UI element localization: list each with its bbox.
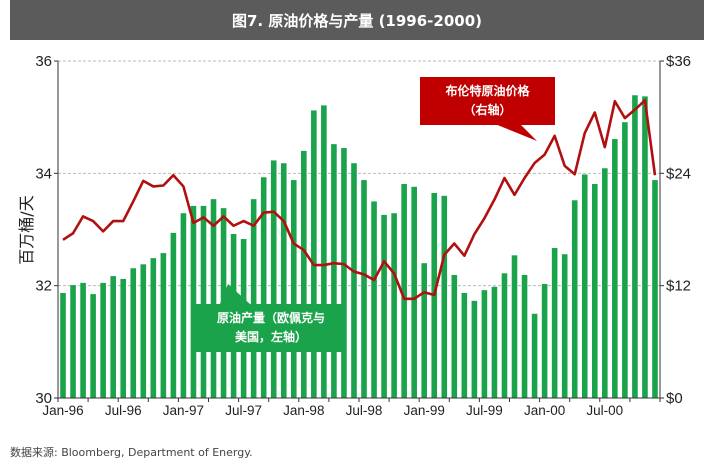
production-bar xyxy=(341,148,347,398)
x-tick-label: Jul-00 xyxy=(586,403,623,418)
production-bar xyxy=(581,174,588,398)
production-callout: 原油产量（欧佩克与 美国，左轴） xyxy=(196,304,346,352)
production-bar xyxy=(301,150,307,398)
production-bar xyxy=(381,214,387,398)
production-bar xyxy=(140,264,147,398)
production-bar xyxy=(632,95,638,399)
production-bar xyxy=(200,205,207,398)
production-bar xyxy=(160,253,167,398)
y2-tick-label: $24 xyxy=(666,165,691,182)
production-bar xyxy=(371,201,377,398)
production-bar xyxy=(351,163,357,398)
production-bar xyxy=(321,105,327,398)
production-bar xyxy=(612,139,618,399)
production-bar xyxy=(311,110,317,398)
production-bar xyxy=(441,195,448,398)
production-bar xyxy=(361,180,367,398)
x-tick-label: Jan-97 xyxy=(163,403,204,418)
production-bar xyxy=(110,276,116,398)
production-callout-pointer xyxy=(220,284,250,304)
x-tick-label: Jan-98 xyxy=(283,403,324,418)
x-tick-label: Jul-96 xyxy=(105,403,142,418)
production-bar xyxy=(451,274,458,398)
production-bar xyxy=(80,282,86,398)
production-bar xyxy=(170,232,177,398)
production-bar xyxy=(391,213,397,398)
y-axis-label: 百万桶/天 xyxy=(17,195,36,264)
production-bar xyxy=(652,180,658,398)
production-bar xyxy=(331,144,337,398)
production-bar xyxy=(290,180,297,398)
production-bar xyxy=(591,184,598,398)
production-bar xyxy=(551,248,558,398)
y-tick-label: 36 xyxy=(35,53,52,70)
production-bar xyxy=(70,285,76,398)
production-bar xyxy=(190,205,197,398)
production-bar xyxy=(471,300,478,398)
production-bar xyxy=(180,213,187,398)
production-bar xyxy=(541,283,548,398)
production-bar xyxy=(90,294,96,398)
production-bar xyxy=(642,96,648,398)
production-bar xyxy=(130,268,137,398)
chart-title: 图7. 原油价格与产量 (1996-2000) xyxy=(10,0,704,40)
y2-tick-label: $12 xyxy=(666,278,691,295)
price-line xyxy=(62,99,657,301)
price-callout: 布伦特原油价格 （右轴） xyxy=(420,77,555,125)
production-bar xyxy=(531,313,538,398)
production-bar xyxy=(401,184,407,398)
production-bar xyxy=(100,282,106,398)
production-bar xyxy=(280,163,287,398)
x-tick-label: Jan-96 xyxy=(42,403,83,418)
production-bar xyxy=(622,122,628,398)
price-callout-pointer xyxy=(495,124,537,141)
production-bar xyxy=(501,273,508,398)
price-callout-line1: 布伦特原油价格 xyxy=(445,84,530,98)
production-callout-line2: 美国，左轴） xyxy=(234,330,307,344)
production-bar xyxy=(250,199,257,398)
production-bar xyxy=(561,254,568,398)
production-bar xyxy=(411,186,417,398)
production-bar xyxy=(120,278,127,398)
production-bar xyxy=(150,258,157,398)
production-bar xyxy=(260,177,267,398)
y-tick-label: 32 xyxy=(35,278,52,295)
production-bar xyxy=(521,274,528,398)
x-tick-label: Jul-97 xyxy=(225,403,262,418)
y-tick-label: 30 xyxy=(35,390,52,407)
production-bar xyxy=(210,199,217,398)
y-tick-label: 34 xyxy=(35,165,52,182)
price-callout-line2: （右轴） xyxy=(463,103,512,117)
y2-tick-label: $0 xyxy=(666,390,683,407)
production-bar xyxy=(571,200,578,398)
production-bar xyxy=(421,263,428,398)
production-bar xyxy=(481,290,488,398)
x-tick-label: Jan-99 xyxy=(404,403,445,418)
source-note: 数据来源: Bloomberg, Department of Energy. xyxy=(10,446,253,459)
x-tick-label: Jul-99 xyxy=(466,403,503,418)
x-tick-label: Jul-98 xyxy=(346,403,383,418)
y2-tick-label: $36 xyxy=(666,53,691,70)
production-bar xyxy=(461,292,468,398)
production-bar xyxy=(491,286,498,398)
production-bar xyxy=(602,168,608,398)
x-tick-label: Jan-00 xyxy=(524,403,565,418)
production-bar xyxy=(60,292,66,398)
production-bar xyxy=(270,160,277,398)
production-callout-line1: 原油产量（欧佩克与 xyxy=(216,311,325,325)
production-bar xyxy=(511,255,518,398)
